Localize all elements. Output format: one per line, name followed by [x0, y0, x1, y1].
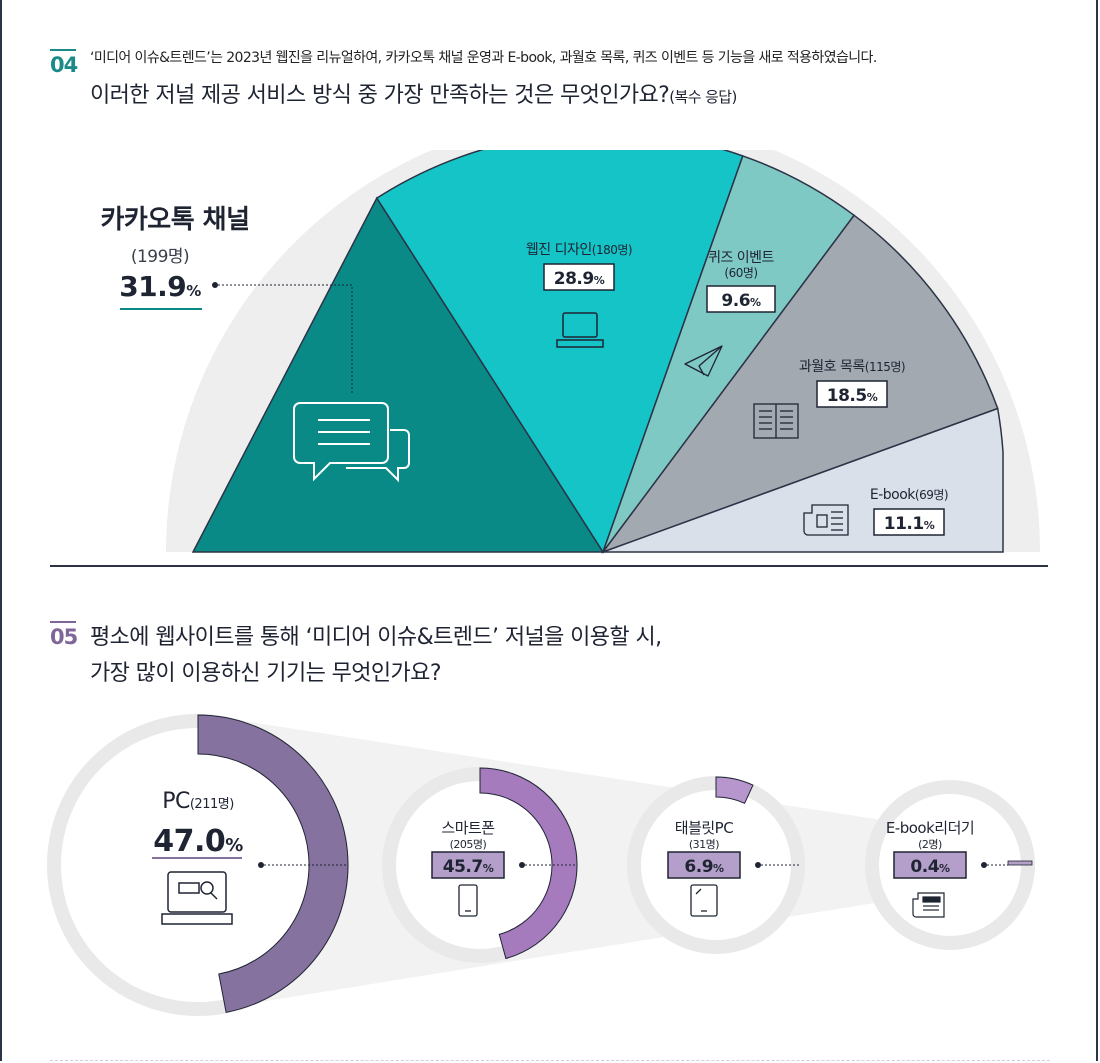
smartphone-icon	[458, 884, 478, 917]
leader-dot-ebook-reader	[981, 862, 987, 868]
leader-dot-smartphone	[519, 862, 525, 868]
percent-back-issues: 18.5%	[827, 386, 878, 406]
q5-ring-gauge-chart: PC(211명)47.0%스마트폰(205명)45.7%태블릿PC(31명)6.…	[47, 714, 1035, 1016]
label-ebook: E-book(69명) 11.1%	[870, 487, 949, 536]
slice-webzine-design	[375, 150, 744, 554]
count-tablet-pc: (31명)	[689, 838, 719, 851]
percent-box-smartphone	[431, 851, 505, 879]
q5-question-line1: 평소에 웹사이트를 통해 ‘미디어 이슈&트렌드’ 저널을 이용할 시,	[90, 625, 662, 650]
category-smartphone: 스마트폰	[441, 819, 494, 837]
label-kakaotalk-channel: 카카오톡 채널	[100, 205, 249, 235]
percent-smartphone: 45.7%	[443, 857, 494, 877]
gauge-arc-ebook-reader	[1007, 860, 1033, 866]
paper-plane-icon	[684, 345, 723, 377]
gauge-background-band	[198, 714, 1030, 1012]
count-quiz-event: (60명)	[724, 266, 757, 280]
leader-dot-tablet-pc	[755, 862, 761, 868]
q4-question-main: 이러한 저널 제공 서비스 방식 중 가장 만족하는 것은 무엇인가요?	[90, 83, 670, 108]
leader-dot-kakaotalk	[212, 282, 218, 288]
gauge-arc-smartphone	[479, 767, 578, 960]
percent-ebook-reader: 0.4%	[910, 857, 950, 877]
percent-tablet-pc: 6.9%	[684, 857, 724, 877]
question-number-04: 04	[50, 49, 78, 77]
percent-quiz-event: 9.6%	[721, 291, 761, 311]
q4-half-pie-chart: 카카오톡 채널 (199명) 31.9% 웹진 디자인(180명) 28.9% 퀴즈 이벤…	[50, 150, 1048, 567]
question-number-05: 05	[50, 621, 78, 649]
percent-ebook: 11.1%	[884, 514, 935, 534]
category-quiz-event: 퀴즈 이벤트	[708, 250, 774, 266]
chat-bubbles-icon	[293, 402, 410, 483]
gauge-arc-pc	[197, 714, 349, 1013]
category-back-issues: 과월호 목록(115명)	[799, 359, 905, 375]
gauge-pc	[47, 714, 349, 1016]
percent-box-ebook	[873, 508, 945, 536]
slice-back-issues	[600, 214, 999, 554]
category-ebook: E-book(69명)	[870, 487, 948, 503]
q4-question-suffix: (복수 응답)	[669, 88, 737, 106]
section-divider	[50, 565, 1048, 567]
leader-line-kakaotalk	[218, 284, 353, 395]
tablet-icon	[690, 884, 718, 917]
label-webzine-design: 웹진 디자인(180명) 28.9%	[526, 242, 633, 291]
q4-question: 이러한 저널 제공 서비스 방식 중 가장 만족하는 것은 무엇인가요?(복수 …	[90, 77, 737, 109]
category-ebook-reader: E-book리더기	[886, 819, 974, 837]
q5-question-line2: 가장 많이 이용하신 기기는 무엇인가요?	[90, 661, 442, 686]
count-ebook-reader: (2명)	[918, 838, 942, 851]
percent-box-ebook-reader	[893, 851, 967, 879]
gauge-arc-tablet-pc	[715, 776, 754, 804]
laptop-icon	[556, 312, 604, 348]
count-kakaotalk-channel: (199명)	[131, 247, 189, 267]
percent-box-quiz-event	[706, 285, 776, 313]
category-tablet-pc: 태블릿PC	[675, 819, 733, 837]
percent-webzine-design: 28.9%	[554, 269, 605, 289]
leader-dot-pc	[258, 862, 264, 868]
percent-box-tablet-pc	[667, 851, 741, 879]
percent-pc: 47.0%	[153, 824, 243, 859]
percent-kakaotalk-channel: 31.9%	[119, 270, 201, 303]
category-webzine-design: 웹진 디자인(180명)	[526, 242, 632, 258]
q4-intro-text: ‘미디어 이슈&트렌드’는 2023년 웹진을 리뉴얼하여, 카카오톡 채널 운…	[90, 50, 877, 66]
q5-question: 평소에 웹사이트를 통해 ‘미디어 이슈&트렌드’ 저널을 이용할 시, 가장 …	[90, 620, 662, 692]
label-back-issues: 과월호 목록(115명) 18.5%	[799, 359, 906, 408]
newspaper-icon	[803, 504, 849, 536]
laptop-search-icon	[161, 871, 233, 925]
percent-box-webzine-design	[543, 263, 615, 291]
bottom-dashed-line	[50, 1060, 1050, 1061]
percent-box-back-issues	[816, 380, 888, 408]
book-icon	[753, 403, 799, 439]
ebook-reader-icon	[912, 892, 945, 918]
count-smartphone: (205명)	[450, 838, 487, 851]
